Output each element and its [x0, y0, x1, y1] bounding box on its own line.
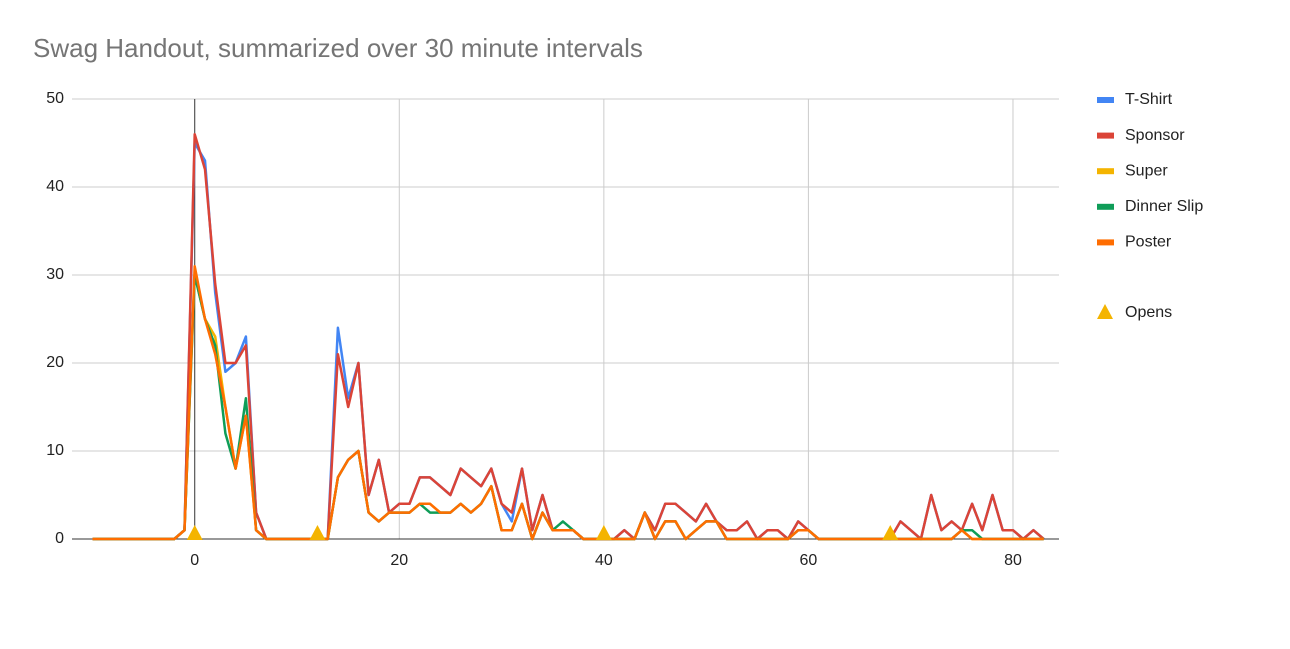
x-tick-label: 80 — [1004, 552, 1022, 569]
series-line — [92, 264, 1044, 541]
x-tick-label: 0 — [190, 552, 199, 569]
legend-label: Dinner Slip — [1125, 198, 1203, 215]
legend-swatch — [1097, 239, 1114, 246]
y-tick-label: 10 — [46, 442, 64, 459]
legend-swatch — [1097, 304, 1113, 319]
open-marker — [186, 525, 203, 540]
y-tick-label: 40 — [46, 178, 64, 195]
legend-label: Super — [1125, 162, 1168, 179]
legend-label: Opens — [1125, 304, 1172, 321]
legend-label: Sponsor — [1125, 127, 1185, 144]
legend-label: T-Shirt — [1125, 91, 1173, 108]
x-tick-label: 20 — [390, 552, 408, 569]
x-tick-label: 60 — [800, 552, 818, 569]
series-line — [92, 132, 1045, 541]
legend-swatch — [1097, 132, 1114, 139]
series-line — [92, 273, 1044, 541]
y-tick-label: 20 — [46, 354, 64, 371]
x-tick-label: 40 — [595, 552, 613, 569]
legend-swatch — [1097, 168, 1114, 175]
legend-label: Poster — [1125, 234, 1172, 251]
y-tick-label: 0 — [55, 530, 64, 547]
legend-swatch — [1097, 203, 1114, 210]
y-tick-label: 50 — [46, 90, 64, 107]
chart-title: Swag Handout, summarized over 30 minute … — [33, 33, 643, 63]
open-marker — [595, 525, 612, 540]
legend-swatch — [1097, 97, 1114, 103]
open-marker — [882, 525, 899, 540]
series-line — [92, 273, 1044, 541]
series-line — [92, 141, 1045, 541]
open-marker — [309, 525, 326, 540]
y-tick-label: 30 — [46, 266, 64, 283]
